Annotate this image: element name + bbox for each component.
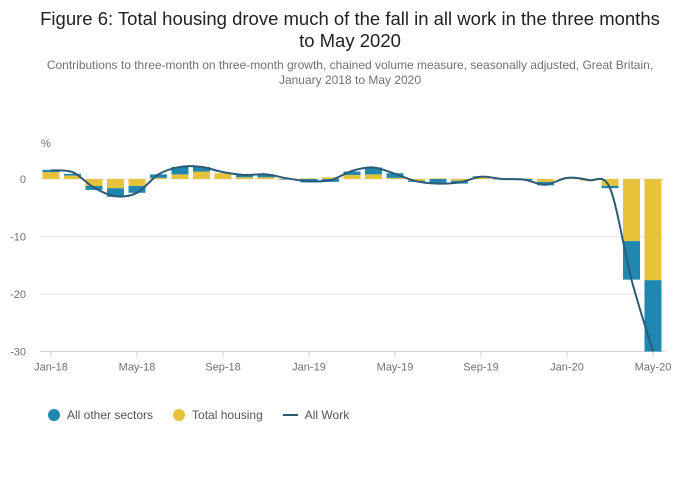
bar-total-housing[interactable]: Aug-19 Total housing: -0.3 <box>451 179 468 181</box>
bar-all-other-sectors[interactable]: Feb-18 All other sectors: 0.3 <box>64 173 81 176</box>
bar-total-housing[interactable]: Feb-19 Total housing: 0.3 <box>322 177 339 179</box>
bar-total-housing[interactable]: Sep-18 Total housing: 1 <box>214 173 232 179</box>
bar-total-housing[interactable]: Jan-18 Total housing: 1.2 <box>42 172 60 179</box>
bar-total-housing[interactable]: Nov-18 Total housing: 0.3 <box>257 177 275 179</box>
x-tick-label: Jan-20 <box>550 362 584 374</box>
x-tick-label: May-18 <box>119 362 156 374</box>
x-tick-label: Sep-18 <box>205 362 240 374</box>
x-tick-label: May-20 <box>635 362 672 374</box>
bar-all-other-sectors[interactable]: Oct-18 All other sectors: 0.4 <box>236 174 253 178</box>
gridlines <box>40 178 665 352</box>
y-tick-label: -30 <box>10 347 26 359</box>
x-axis: Jan-18 May-18 Sep-18 Jan-19 May-19 Sep-19 Jan-… <box>34 351 672 374</box>
bar-total-housing[interactable]: Feb-18 Total housing: 0.6 <box>64 175 81 179</box>
bar-all-other-sectors[interactable]: Mar-19 All other sectors: 0.6 <box>343 171 361 175</box>
bar-all-other-sectors[interactable]: Jul-19 All other sectors: -0.9 <box>429 179 447 185</box>
circle-icon <box>173 409 186 421</box>
bar-all-other-sectors[interactable]: Apr-19 All other sectors: 1.2 <box>365 167 382 175</box>
line-icon <box>282 414 298 416</box>
bar-total-housing[interactable]: Oct-18 Total housing: 0.3 <box>236 177 253 179</box>
x-tick-label: Jan-19 <box>292 362 326 374</box>
circle-icon <box>48 409 60 421</box>
chart-subtitle: Contributions to three-month on three-mo… <box>46 58 654 87</box>
all-work-line-group <box>50 165 654 352</box>
bar-total-housing[interactable]: Apr-20 Total housing: -10.8 <box>623 179 640 242</box>
bar-all-other-sectors[interactable]: Aug-18 All other sectors: 0.8 <box>193 166 210 172</box>
bar-all-other-sectors[interactable]: May-20 All other sectors: -12.4 <box>644 280 662 352</box>
bar-total-housing[interactable]: Mar-20 Total housing: -1.2 <box>601 179 619 186</box>
bar-all-other-sectors[interactable]: May-19 All other sectors: 0.8 <box>386 173 404 178</box>
bar-all-other-sectors[interactable]: Apr-18 All other sectors: -1.5 <box>107 188 124 197</box>
bar-total-housing[interactable]: Apr-18 Total housing: -1.6 <box>107 179 124 189</box>
legend-label: Total housing <box>192 408 263 422</box>
x-tick-label: May-19 <box>377 362 414 374</box>
bar-total-housing[interactable]: Mar-18 Total housing: -1.2 <box>85 179 103 186</box>
bar-total-housing[interactable]: Sep-19 Total housing: 0.4 <box>472 176 490 179</box>
y-tick-label: -10 <box>10 232 26 244</box>
y-tick-label: -20 <box>10 289 26 301</box>
bar-all-other-sectors[interactable]: Apr-20 All other sectors: -6.7 <box>623 241 640 280</box>
bar-all-other-sectors[interactable]: Nov-18 All other sectors: 0.5 <box>257 174 275 178</box>
bar-all-other-sectors[interactable]: May-18 All other sectors: -1.2 <box>128 185 146 193</box>
bar-total-housing[interactable]: Apr-19 Total housing: 0.8 <box>365 174 382 179</box>
bar-total-housing[interactable]: Jan-19 Total housing: 0.1 <box>300 178 318 179</box>
legend-item-total-housing[interactable]: Total housing <box>173 408 263 422</box>
bar-total-housing[interactable]: May-19 Total housing: 0.2 <box>386 177 404 179</box>
bar-total-housing[interactable]: Jun-19 Total housing: -0.3 <box>408 179 425 181</box>
legend-item-all-other-sectors[interactable]: All other sectors <box>48 408 153 422</box>
legend-label: All other sectors <box>67 408 154 422</box>
bar-total-housing[interactable]: Mar-19 Total housing: 0.7 <box>343 174 361 179</box>
bar-total-housing[interactable]: Jul-18 Total housing: 0.8 <box>171 174 189 179</box>
bar-total-housing[interactable]: Dec-19 Total housing: -0.5 <box>537 179 554 182</box>
legend-label: All Work <box>304 408 350 422</box>
x-tick-label: Jan-18 <box>34 362 68 374</box>
bar-all-other-sectors[interactable]: Jun-18 All other sectors: 0.6 <box>150 174 167 178</box>
y-tick-label: 0 <box>20 174 26 186</box>
bar-total-housing[interactable]: May-18 Total housing: -1.2 <box>128 179 146 186</box>
bar-total-housing[interactable]: Jul-19 Total housing: 0.1 <box>429 178 447 179</box>
bar-all-other-sectors[interactable]: Dec-19 All other sectors: -0.6 <box>537 181 554 186</box>
legend-item-all-work[interactable]: All Work <box>282 408 350 422</box>
bar-total-housing[interactable]: Jun-18 Total housing: 0.2 <box>150 177 167 179</box>
x-tick-label: Sep-19 <box>463 362 498 374</box>
legend: All other sectors Total housing All Work <box>48 408 349 422</box>
bar-total-housing[interactable]: Aug-18 Total housing: 1.3 <box>193 171 210 179</box>
y-axis: 0 -10 -20 -30 <box>10 174 26 359</box>
bar-all-other-sectors[interactable]: Jul-18 All other sectors: 1.3 <box>171 166 189 175</box>
y-axis-unit-label: % <box>41 138 51 150</box>
bar-total-housing[interactable]: May-20 Total housing: -17.6 <box>644 179 662 281</box>
all-work-line[interactable] <box>50 165 654 352</box>
chart-title: Figure 6: Total housing drove much of th… <box>40 8 660 51</box>
